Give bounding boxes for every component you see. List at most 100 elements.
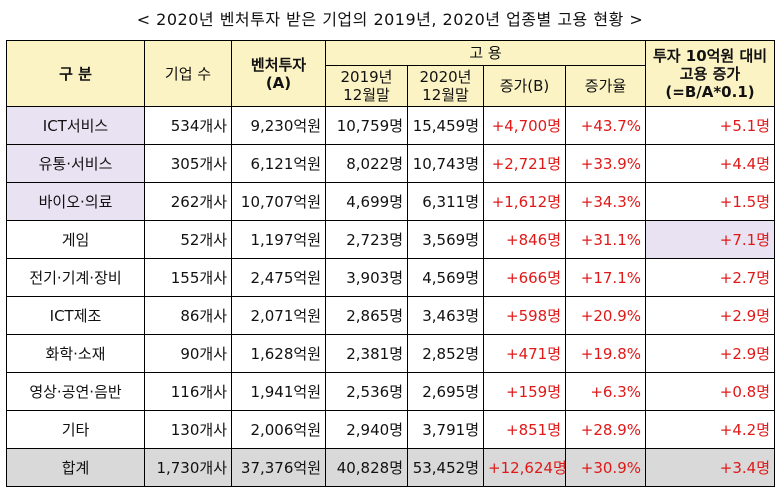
row-2020: 15,459명 [407,106,484,145]
total-companies: 1,730개사 [144,448,232,487]
row-2019: 2,865명 [325,296,408,335]
header-per10: 투자 10억원 대비 고용 증가 (=B/A*0.1) [645,40,775,107]
row-category: 영상·공연·음반 [6,372,145,411]
row-companies: 86개사 [144,296,232,335]
row-per10: +2.9명 [645,296,775,335]
row-2019: 4,699명 [325,182,408,221]
row-2019: 2,940명 [325,410,408,449]
row-2019: 2,536명 [325,372,408,411]
row-2019: 2,723명 [325,220,408,259]
row-increase: +159명 [483,372,566,411]
header-2020: 2020년 12월말 [407,65,484,107]
row-2020: 3,463명 [407,296,484,335]
row-2020: 3,791명 [407,410,484,449]
row-category: 게임 [6,220,145,259]
row-category: 전기·기계·장비 [6,258,145,297]
row-companies: 534개사 [144,106,232,145]
row-investment: 2,006억원 [231,410,326,449]
header-category: 구 분 [6,40,145,107]
header-2019-line2: 12월말 [343,86,390,104]
row-increase: +598명 [483,296,566,335]
table-row: ICT제조 86개사 2,071억원 2,865명 3,463명 +598명 +… [6,296,775,335]
row-rate: +34.3% [565,182,646,221]
row-investment: 1,941억원 [231,372,326,411]
table-row: 게임 52개사 1,197억원 2,723명 3,569명 +846명 +31.… [6,220,775,259]
header-2019: 2019년 12월말 [325,65,408,107]
row-rate: +19.8% [565,334,646,373]
row-2020: 10,743명 [407,144,484,183]
total-increase: +12,624명 [483,448,566,487]
total-investment: 37,376억원 [231,448,326,487]
row-increase: +851명 [483,410,566,449]
row-investment: 1,197억원 [231,220,326,259]
table-row: 화학·소재 90개사 1,628억원 2,381명 2,852명 +471명 +… [6,334,775,373]
row-per10: +2.9명 [645,334,775,373]
table-row: ICT서비스 534개사 9,230억원 10,759명 15,459명 +4,… [6,106,775,145]
employment-table: 구 분 기업 수 벤처투자 (A) 고 용 투자 10억원 대비 고용 증가 (… [6,40,775,487]
row-per10: +1.5명 [645,182,775,221]
row-rate: +43.7% [565,106,646,145]
header-2019-line1: 2019년 [340,68,393,86]
row-per10: +2.7명 [645,258,775,297]
row-category: 화학·소재 [6,334,145,373]
header-companies: 기업 수 [144,40,232,107]
row-rate: +31.1% [565,220,646,259]
header-per10-line3: (=B/A*0.1) [665,82,755,101]
row-per10: +0.8명 [645,372,775,411]
total-rate: +30.9% [565,448,646,487]
table-row: 전기·기계·장비 155개사 2,475억원 3,903명 4,569명 +66… [6,258,775,297]
row-companies: 262개사 [144,182,232,221]
row-rate: +20.9% [565,296,646,335]
header-2020-line2: 12월말 [422,86,469,104]
row-category: 유통·서비스 [6,144,145,183]
table-row: 기타 130개사 2,006억원 2,940명 3,791명 +851명 +28… [6,410,775,449]
row-rate: +17.1% [565,258,646,297]
row-category: 기타 [6,410,145,449]
header-rate: 증가율 [565,65,646,107]
row-2020: 2,852명 [407,334,484,373]
row-2020: 3,569명 [407,220,484,259]
total-2020: 53,452명 [407,448,484,487]
row-investment: 2,071억원 [231,296,326,335]
row-investment: 6,121억원 [231,144,326,183]
row-rate: +28.9% [565,410,646,449]
total-category: 합계 [6,448,145,487]
row-increase: +471명 [483,334,566,373]
row-increase: +4,700명 [483,106,566,145]
table-row: 영상·공연·음반 116개사 1,941억원 2,536명 2,695명 +15… [6,372,775,411]
total-row: 합계 1,730개사 37,376억원 40,828명 53,452명 +12,… [6,448,775,487]
header-investment: 벤처투자 (A) [231,40,326,107]
row-2020: 2,695명 [407,372,484,411]
header-employment: 고 용 [325,40,646,66]
row-2019: 2,381명 [325,334,408,373]
page-title: < 2020년 벤처투자 받은 기업의 2019년, 2020년 업종별 고용 … [136,10,644,29]
row-per10: +4.4명 [645,144,775,183]
header-2020-line1: 2020년 [419,68,472,86]
header-investment-line2: (A) [265,73,292,92]
row-companies: 155개사 [144,258,232,297]
row-investment: 10,707억원 [231,182,326,221]
row-rate: +33.9% [565,144,646,183]
row-2019: 8,022명 [325,144,408,183]
row-investment: 1,628억원 [231,334,326,373]
table-row: 바이오·의료 262개사 10,707억원 4,699명 6,311명 +1,6… [6,182,775,221]
row-companies: 52개사 [144,220,232,259]
header-per10-line2: 고용 증가 [679,64,741,83]
row-2019: 10,759명 [325,106,408,145]
row-companies: 90개사 [144,334,232,373]
row-companies: 116개사 [144,372,232,411]
total-2019: 40,828명 [325,448,408,487]
row-increase: +666명 [483,258,566,297]
row-increase: +846명 [483,220,566,259]
row-per10: +4.2명 [645,410,775,449]
row-per10: +5.1명 [645,106,775,145]
row-per10: +7.1명 [645,220,775,259]
row-investment: 2,475억원 [231,258,326,297]
header-investment-line1: 벤처투자 [250,55,307,74]
row-2020: 6,311명 [407,182,484,221]
row-category: 바이오·의료 [6,182,145,221]
header-per10-line1: 투자 10억원 대비 [652,46,768,65]
row-investment: 9,230억원 [231,106,326,145]
row-companies: 130개사 [144,410,232,449]
row-rate: +6.3% [565,372,646,411]
